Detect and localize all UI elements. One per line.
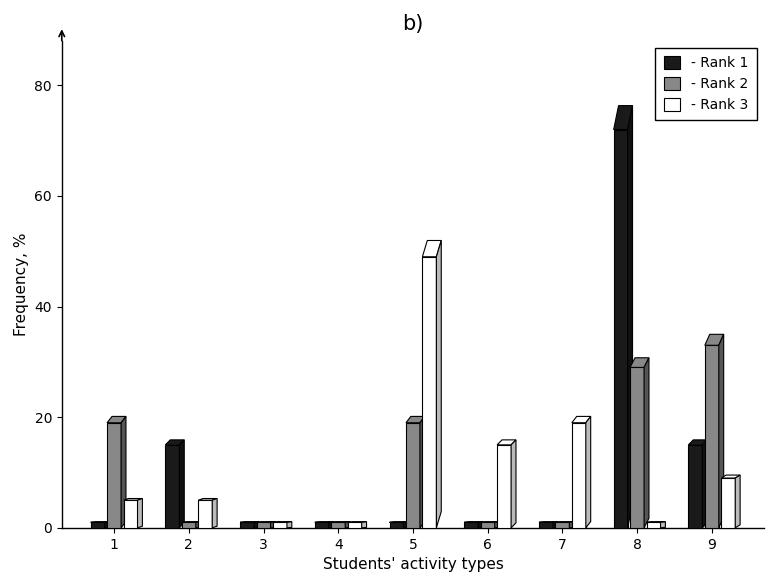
Polygon shape [721, 478, 735, 528]
Polygon shape [315, 522, 329, 528]
Polygon shape [572, 417, 591, 423]
Polygon shape [257, 522, 271, 528]
Polygon shape [121, 417, 126, 528]
Polygon shape [124, 500, 138, 528]
Polygon shape [240, 522, 254, 528]
Polygon shape [196, 522, 201, 528]
Polygon shape [661, 522, 665, 528]
Polygon shape [107, 423, 121, 528]
Polygon shape [478, 522, 483, 528]
Polygon shape [166, 440, 184, 445]
Title: b): b) [402, 14, 424, 34]
Polygon shape [166, 445, 180, 528]
Polygon shape [422, 257, 436, 528]
Polygon shape [331, 522, 345, 528]
Polygon shape [420, 417, 425, 528]
Polygon shape [721, 475, 740, 478]
Polygon shape [703, 440, 707, 528]
Polygon shape [329, 522, 334, 528]
Polygon shape [107, 417, 126, 423]
Polygon shape [497, 445, 511, 528]
Polygon shape [348, 522, 362, 528]
Polygon shape [362, 522, 366, 528]
Polygon shape [572, 423, 586, 528]
Polygon shape [104, 522, 110, 528]
X-axis label: Students' activity types: Students' activity types [323, 557, 503, 572]
Polygon shape [553, 522, 558, 528]
Polygon shape [586, 417, 591, 528]
Polygon shape [647, 522, 661, 528]
Polygon shape [406, 423, 420, 528]
Polygon shape [124, 499, 142, 500]
Polygon shape [614, 105, 633, 130]
Polygon shape [271, 522, 275, 528]
Legend: - Rank 1, - Rank 2, - Rank 3: - Rank 1, - Rank 2, - Rank 3 [655, 48, 757, 121]
Polygon shape [436, 240, 441, 528]
Polygon shape [345, 522, 350, 528]
Polygon shape [497, 440, 516, 445]
Polygon shape [182, 522, 196, 528]
Polygon shape [735, 475, 740, 528]
Polygon shape [630, 358, 649, 367]
Polygon shape [539, 522, 553, 528]
Polygon shape [628, 105, 633, 528]
Polygon shape [705, 345, 719, 528]
Polygon shape [614, 130, 628, 528]
Polygon shape [689, 440, 707, 445]
Polygon shape [495, 522, 499, 528]
Polygon shape [287, 522, 292, 528]
Polygon shape [689, 445, 703, 528]
Polygon shape [719, 335, 724, 528]
Polygon shape [198, 499, 217, 500]
Polygon shape [254, 522, 259, 528]
Polygon shape [644, 358, 649, 528]
Polygon shape [138, 499, 142, 528]
Polygon shape [406, 417, 425, 423]
Polygon shape [630, 367, 644, 528]
Polygon shape [273, 522, 287, 528]
Polygon shape [481, 522, 495, 528]
Polygon shape [180, 440, 184, 528]
Y-axis label: Frequency, %: Frequency, % [14, 233, 29, 336]
Polygon shape [511, 440, 516, 528]
Polygon shape [212, 499, 217, 528]
Polygon shape [404, 522, 408, 528]
Polygon shape [705, 335, 724, 345]
Polygon shape [555, 522, 569, 528]
Polygon shape [198, 500, 212, 528]
Polygon shape [91, 522, 104, 528]
Polygon shape [569, 522, 574, 528]
Polygon shape [422, 240, 441, 257]
Polygon shape [464, 522, 478, 528]
Polygon shape [390, 522, 404, 528]
